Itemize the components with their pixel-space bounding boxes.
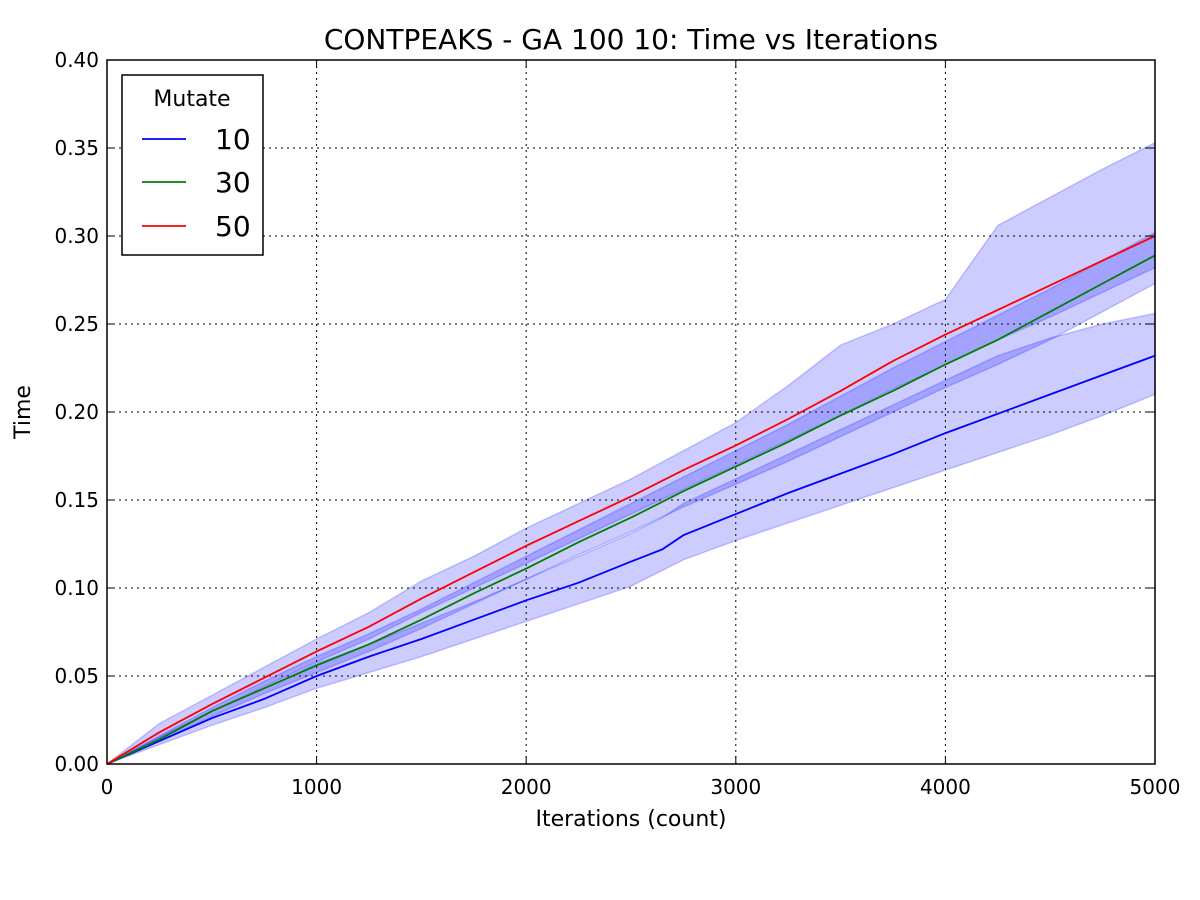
legend-title: Mutate <box>153 87 230 112</box>
legend: Mutate 10 30 50 <box>121 74 264 256</box>
y-tick-label: 0.00 <box>54 752 99 776</box>
legend-box <box>121 74 264 256</box>
y-tick-label: 0.35 <box>54 136 99 160</box>
x-tick-label: 4000 <box>920 775 971 799</box>
y-tick-label: 0.25 <box>54 312 99 336</box>
axis-ticks: 0 1000 2000 3000 4000 5000 0.00 0.05 0.10 0.15 0.2… <box>54 48 1180 799</box>
y-tick-label: 0.30 <box>54 224 99 248</box>
series-line-50 <box>106 235 1156 765</box>
legend-label-10: 10 <box>215 123 251 156</box>
x-tick-label: 1000 <box>291 775 342 799</box>
y-tick-label: 0.40 <box>54 48 99 72</box>
x-tick-label: 5000 <box>1130 775 1181 799</box>
y-tick-label: 0.15 <box>54 488 99 512</box>
x-axis-label: Iterations (count) <box>535 807 726 832</box>
x-tick-label: 2000 <box>501 775 552 799</box>
y-tick-label: 0.20 <box>54 400 99 424</box>
legend-label-50: 50 <box>215 210 251 243</box>
y-tick-label: 0.10 <box>54 576 99 600</box>
x-tick-label: 0 <box>101 775 114 799</box>
y-tick-label: 0.05 <box>54 664 99 688</box>
series-line-10 <box>106 354 1156 765</box>
series-lines <box>106 235 1156 765</box>
series-line-30 <box>106 254 1156 765</box>
y-axis-label: Time <box>11 385 36 440</box>
grid-lines <box>107 60 1155 764</box>
legend-label-30: 30 <box>215 166 251 199</box>
x-tick-label: 3000 <box>710 775 761 799</box>
chart-title: CONTPEAKS - GA 100 10: Time vs Iteration… <box>324 23 938 56</box>
